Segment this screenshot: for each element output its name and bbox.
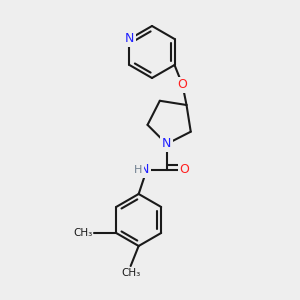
Text: CH₃: CH₃ (121, 268, 140, 278)
Text: H: H (134, 165, 143, 175)
Text: N: N (125, 32, 134, 46)
Text: O: O (180, 164, 190, 176)
Text: CH₃: CH₃ (73, 228, 92, 238)
Text: O: O (178, 79, 188, 92)
Text: N: N (139, 164, 149, 176)
Text: N: N (162, 137, 171, 151)
